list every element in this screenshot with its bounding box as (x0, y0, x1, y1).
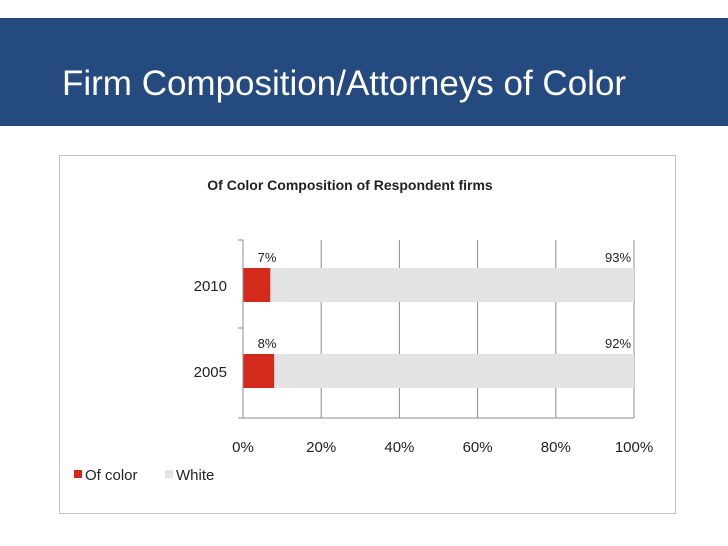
legend-swatch-white (165, 470, 173, 478)
bar-of-color (243, 268, 271, 302)
y-category-label: 2010 (194, 278, 227, 295)
axes: 0% 20% 40% 60% 80% 100% 2010 2005 (194, 239, 653, 456)
y-category-label: 2005 (194, 364, 227, 381)
legend-swatch-of-color (74, 470, 82, 478)
title-banner: Firm Composition/Attorneys of Color (0, 18, 728, 126)
data-label: 93% (605, 250, 631, 265)
x-tick-label: 40% (384, 439, 414, 456)
gridlines (320, 240, 635, 418)
bar-of-color (243, 354, 275, 388)
stacked-bar-chart: Of Color Composition of Respondent firms… (74, 177, 653, 484)
legend-label: Of color (85, 467, 138, 484)
slide-title: Firm Composition/Attorneys of Color (62, 64, 627, 103)
chart-frame: Of Color Composition of Respondent firms… (59, 155, 676, 514)
data-label: 8% (258, 336, 277, 351)
x-tick-label: 100% (615, 439, 653, 456)
bar-white (274, 354, 634, 388)
legend-label: White (176, 467, 214, 484)
data-labels: 7% 93% 8% 92% (258, 250, 632, 351)
bar-white (270, 268, 634, 302)
bars (243, 268, 634, 388)
x-tick-label: 60% (463, 439, 493, 456)
chart-title: Of Color Composition of Respondent firms (207, 177, 493, 193)
legend: Of color White (74, 467, 214, 484)
data-label: 7% (258, 250, 277, 265)
data-label: 92% (605, 336, 631, 351)
x-tick-label: 20% (306, 439, 336, 456)
x-tick-label: 0% (232, 439, 254, 456)
x-tick-label: 80% (541, 439, 571, 456)
